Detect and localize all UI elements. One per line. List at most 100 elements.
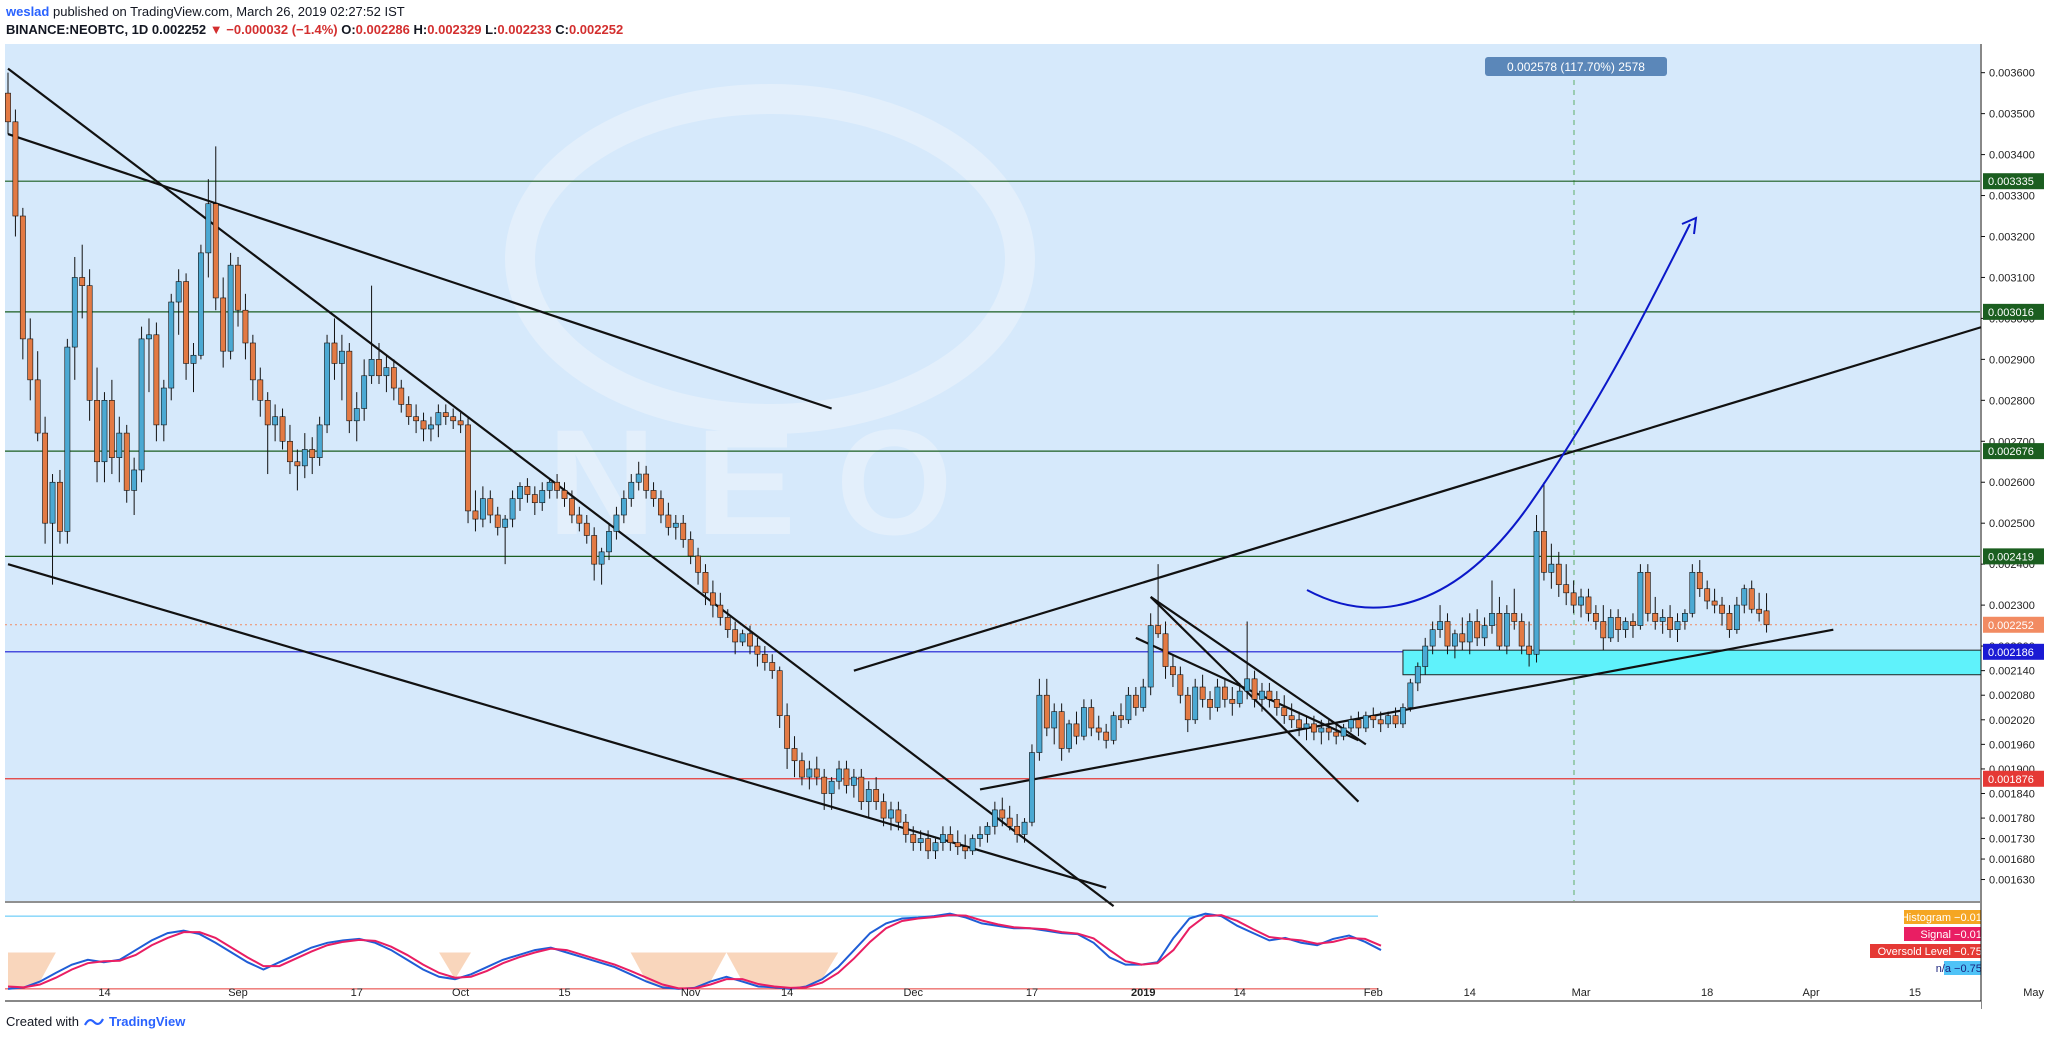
candle-body — [1437, 621, 1443, 630]
candle-body — [672, 522, 679, 528]
candle-body — [1726, 613, 1733, 630]
candle-body — [591, 535, 598, 565]
candle-body — [828, 780, 835, 794]
tradingview-logo-icon — [84, 1017, 104, 1026]
candle-body — [687, 539, 694, 557]
candle-body — [101, 400, 108, 463]
candle-body — [205, 203, 212, 254]
candle-body — [1674, 621, 1681, 630]
candle-body — [1118, 715, 1124, 721]
candle-body — [1006, 817, 1013, 827]
price-label: 0.002676 — [1983, 443, 2044, 460]
candle-body — [1444, 621, 1451, 647]
candle-body — [1630, 621, 1636, 626]
projection-arrow — [1306, 216, 1698, 609]
footer: Created with TradingView — [6, 1014, 185, 1029]
candle-body — [1273, 699, 1280, 708]
candle-body — [1177, 674, 1184, 696]
candle-body — [761, 653, 768, 663]
candle-body — [1036, 694, 1043, 753]
candle-body — [799, 760, 805, 778]
candle-body — [442, 412, 449, 418]
publish-text: published on TradingView.com, March 26, … — [52, 4, 405, 19]
candle-body — [717, 604, 724, 618]
candle-body — [554, 481, 560, 491]
symbol-name: BINANCE:NEOBTC, 1D — [6, 22, 149, 37]
measure-label-bg — [1485, 57, 1667, 76]
price-axis[interactable]: 0.003600 0.003500 0.003400 0.003300 0.003200… — [1980, 44, 2052, 1009]
candle-body — [1741, 588, 1748, 606]
candle-body — [34, 379, 41, 434]
trendline — [1150, 596, 1367, 746]
x-tick-label: Feb — [1364, 987, 1383, 999]
osc-value-label: Oversold Level −0.750 — [1870, 944, 1992, 958]
low-label: L: — [485, 22, 498, 37]
candle-body — [791, 748, 798, 762]
candle-body — [569, 498, 575, 516]
candle-body — [42, 432, 48, 524]
trendline — [979, 628, 1834, 791]
candle-body — [754, 645, 761, 655]
y-tick-label: 0.003300 — [1989, 191, 2035, 203]
candle-body — [643, 473, 650, 491]
candle-body — [1244, 678, 1251, 692]
candle-body — [739, 633, 746, 643]
candle-body — [146, 334, 152, 340]
price-label-bg — [1983, 643, 2044, 660]
y-tick-label: 0.001960 — [1989, 739, 2035, 751]
osc-label-bg — [1904, 910, 1992, 924]
candle-body — [1370, 715, 1377, 721]
watermark: NEO — [505, 84, 1035, 566]
signal-line — [7, 914, 1382, 990]
candle-body — [769, 662, 776, 671]
candle-body — [1095, 727, 1102, 733]
candle-body — [1592, 613, 1599, 622]
candle-body — [606, 531, 612, 553]
candle-body — [175, 281, 182, 303]
price-label-bg — [1983, 173, 2044, 190]
x-tick-label: Apr — [1802, 987, 1819, 999]
candle-body — [1162, 633, 1169, 667]
candle-body — [242, 309, 249, 344]
y-tick-label: 0.002600 — [1989, 477, 2035, 489]
candle-body — [353, 408, 360, 422]
candle-body — [776, 670, 783, 716]
candle-body — [888, 809, 894, 819]
candle-body — [1155, 625, 1161, 635]
x-tick-label: 14 — [781, 987, 793, 999]
candle-body — [479, 498, 486, 520]
candle-body — [947, 834, 954, 843]
x-tick-label: Dec — [903, 987, 923, 999]
candle-body — [1652, 613, 1659, 622]
price-label: 0.001876 — [1983, 770, 2044, 787]
candle-body — [747, 633, 753, 647]
candle-body — [902, 821, 909, 835]
candle-body — [635, 473, 642, 483]
candle-body — [1207, 699, 1213, 708]
high-label: H: — [413, 22, 428, 37]
candle-body — [1533, 531, 1540, 655]
candle-body — [1333, 731, 1340, 737]
price-label-bg — [1983, 616, 2044, 633]
candle-body — [702, 572, 709, 594]
x-tick-label: 14 — [1464, 987, 1476, 999]
y-tick-label: 0.001780 — [1989, 813, 2035, 825]
x-tick-label: 14 — [1234, 987, 1246, 999]
y-tick-label: 0.003500 — [1989, 109, 2035, 121]
candle-body — [1192, 686, 1199, 721]
candle-body — [1132, 694, 1139, 708]
price-chart[interactable]: NEO Histogram −0.015 Signal −0.016 Oversol… — [0, 44, 2052, 1009]
candle-body — [925, 838, 931, 852]
candle-body — [724, 617, 731, 630]
tradingview-brand[interactable]: TradingView — [108, 1014, 186, 1029]
price-label-text: 0.002676 — [1988, 446, 2034, 458]
price-label-bg — [1983, 548, 2044, 565]
last-price: 0.002252 — [151, 22, 207, 37]
candle-body — [1199, 686, 1206, 700]
candle-body — [598, 551, 605, 565]
candle-body — [220, 297, 227, 352]
time-axis[interactable]: 14 Sep 17 Oct 15 Nov 14 Dec 17 2019 14 Feb 14 Mar 18 Ap… — [0, 987, 2052, 1009]
candle-body — [628, 481, 635, 499]
candle-body — [1422, 645, 1429, 667]
author-name[interactable]: weslad — [6, 4, 50, 19]
